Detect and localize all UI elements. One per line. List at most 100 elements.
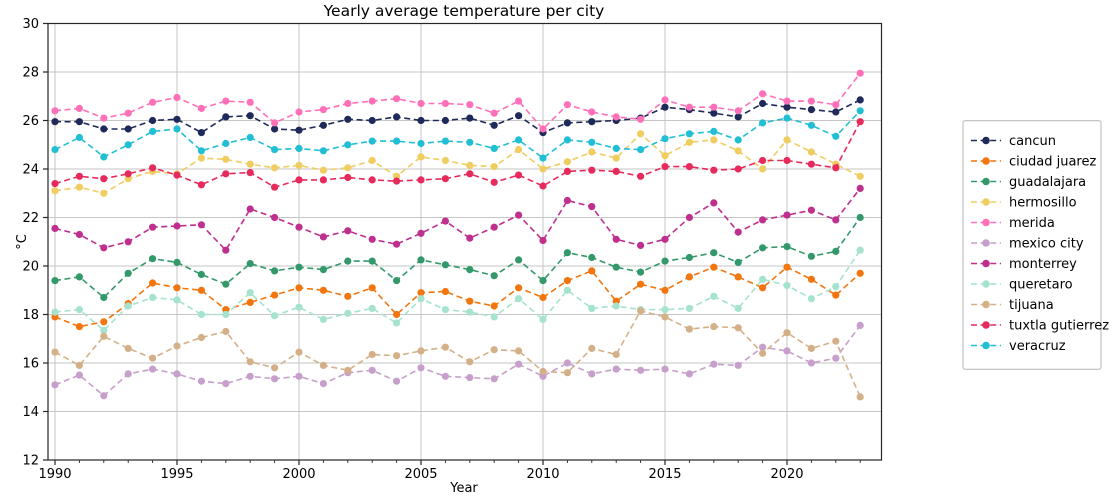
data-point: [783, 211, 791, 219]
plot-border: [47, 22, 883, 461]
data-point: [710, 263, 718, 271]
data-point: [637, 146, 645, 154]
data-point: [441, 261, 449, 269]
data-point: [832, 337, 840, 345]
data-point: [222, 170, 230, 178]
data-point: [515, 284, 523, 292]
data-point: [466, 234, 474, 242]
data-point: [441, 116, 449, 125]
data-point: [832, 354, 840, 362]
series-line: [54, 121, 861, 189]
data-point: [515, 136, 523, 144]
data-point: [393, 352, 401, 360]
data-point: [807, 252, 816, 260]
data-point: [807, 275, 816, 283]
data-point: [832, 108, 840, 116]
data-point: [759, 119, 767, 127]
data-point: [466, 266, 474, 274]
data-point: [124, 141, 132, 149]
series-line: [54, 110, 861, 160]
data-point: [661, 163, 669, 171]
data-point: [759, 99, 767, 108]
data-point: [149, 164, 157, 172]
data-point: [295, 284, 303, 292]
legend-marker: [982, 321, 990, 329]
data-point: [344, 227, 352, 235]
legend-label: hermosillo: [1009, 196, 1077, 211]
data-point: [393, 310, 401, 319]
data-point: [271, 375, 279, 383]
data-point: [612, 144, 620, 152]
data-point: [393, 377, 401, 385]
data-point: [710, 323, 718, 331]
data-point: [588, 304, 596, 312]
data-point: [759, 349, 767, 357]
x-tick-label: 2020: [770, 467, 803, 482]
data-point: [75, 133, 83, 142]
series-line: [54, 132, 861, 195]
data-point: [319, 315, 327, 323]
data-point: [295, 126, 303, 134]
data-point: [783, 97, 791, 105]
data-point: [319, 380, 327, 388]
data-point: [417, 116, 425, 125]
data-point: [124, 109, 132, 117]
data-point: [515, 295, 523, 303]
data-point: [734, 304, 742, 312]
data-point: [344, 173, 352, 182]
legend-label: cancun: [1009, 134, 1056, 149]
data-point: [246, 133, 254, 142]
data-point: [856, 96, 864, 104]
data-point: [344, 115, 352, 123]
y-tick-label: 20: [22, 260, 39, 275]
data-point: [368, 304, 376, 312]
data-point: [612, 235, 620, 243]
data-point: [417, 99, 425, 108]
y-tick-label: 24: [22, 163, 39, 178]
data-point: [490, 302, 498, 310]
data-point: [490, 223, 498, 231]
data-point: [222, 113, 230, 121]
data-point: [637, 241, 645, 249]
data-point: [539, 293, 547, 302]
data-point: [856, 118, 864, 126]
data-point: [271, 125, 279, 133]
data-point: [344, 292, 352, 300]
data-point: [393, 137, 401, 145]
data-point: [173, 342, 181, 350]
data-point: [271, 267, 279, 275]
legend-item: queretaro: [971, 278, 1073, 293]
data-point: [75, 273, 83, 281]
data-point: [588, 253, 596, 262]
legend-label: ciudad juarez: [1009, 155, 1096, 170]
legend-marker: [982, 198, 990, 206]
data-point: [783, 347, 791, 355]
data-point: [490, 272, 498, 280]
data-point: [783, 156, 791, 165]
data-point: [417, 256, 425, 264]
data-point: [75, 361, 83, 369]
data-point: [295, 263, 303, 271]
data-point: [197, 129, 205, 137]
legend-label: veracruz: [1009, 339, 1066, 354]
data-point: [124, 370, 132, 378]
data-point: [490, 178, 498, 186]
data-point: [685, 253, 694, 262]
legend-marker: [982, 239, 990, 247]
data-point: [710, 292, 718, 300]
data-point: [246, 169, 254, 177]
data-point: [759, 343, 767, 351]
data-point: [539, 125, 547, 133]
data-point: [783, 136, 791, 144]
data-point: [100, 114, 108, 122]
data-point: [51, 146, 59, 154]
data-point: [295, 223, 303, 231]
data-point: [734, 107, 742, 115]
data-point: [246, 372, 254, 380]
data-point: [197, 221, 205, 229]
data-point: [51, 180, 59, 188]
data-point: [149, 279, 157, 287]
data-point: [417, 139, 425, 148]
data-point: [441, 343, 449, 351]
data-point: [710, 166, 718, 174]
